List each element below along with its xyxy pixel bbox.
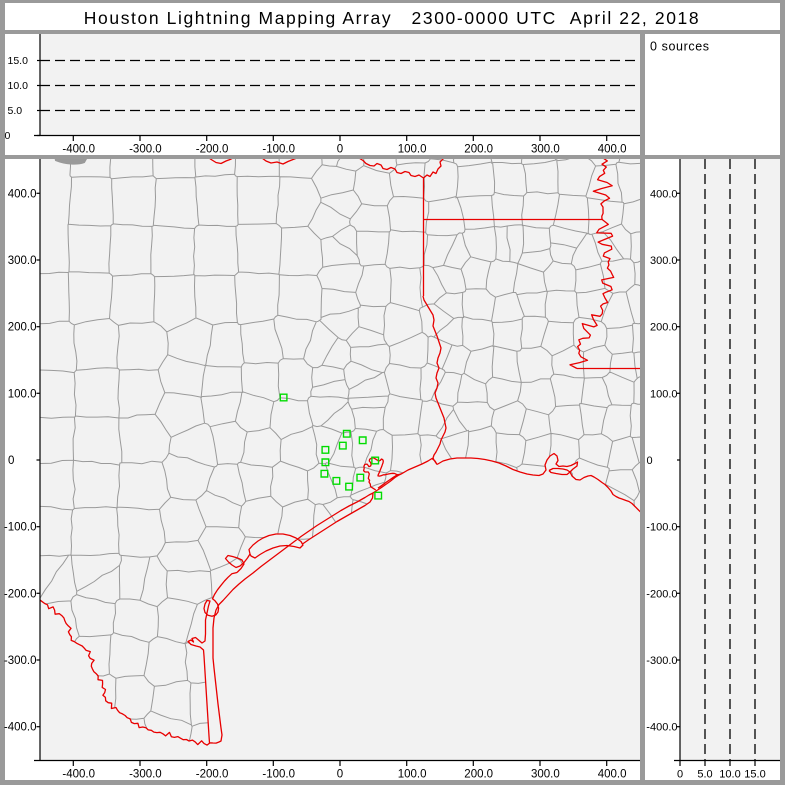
svg-text:-100.0: -100.0 [4,522,37,534]
svg-text:0: 0 [647,455,653,467]
svg-text:300.0: 300.0 [650,255,678,267]
svg-text:200.0: 200.0 [464,144,493,156]
svg-text:100.0: 100.0 [398,769,427,781]
svg-text:400.0: 400.0 [598,769,627,781]
svg-text:300.0: 300.0 [531,769,560,781]
svg-text:Houston Lightning Mapping Arra: Houston Lightning Mapping Array 2300-000… [84,8,700,28]
svg-text:300.0: 300.0 [8,255,37,267]
svg-text:10.0: 10.0 [719,769,740,781]
svg-text:-200.0: -200.0 [4,588,37,600]
svg-text:-400.0: -400.0 [4,722,37,734]
svg-text:400.0: 400.0 [650,188,678,200]
svg-text:-400.0: -400.0 [62,769,95,781]
svg-text:-100.0: -100.0 [262,144,295,156]
svg-text:0: 0 [677,769,683,781]
svg-text:400.0: 400.0 [598,144,627,156]
svg-text:400.0: 400.0 [8,188,37,200]
svg-text:300.0: 300.0 [531,144,560,156]
svg-text:-100.0: -100.0 [262,769,295,781]
svg-text:0: 0 [337,144,343,156]
svg-text:100.0: 100.0 [8,388,37,400]
svg-text:0: 0 [5,130,11,142]
svg-text:0: 0 [337,769,343,781]
svg-text:-400.0: -400.0 [62,144,95,156]
svg-text:200.0: 200.0 [650,322,678,334]
svg-text:15.0: 15.0 [744,769,765,781]
svg-text:200.0: 200.0 [464,769,493,781]
svg-text:5.0: 5.0 [697,769,712,781]
svg-text:-100.0: -100.0 [646,522,677,534]
svg-text:100.0: 100.0 [398,144,427,156]
svg-text:-300.0: -300.0 [646,655,677,667]
svg-text:200.0: 200.0 [8,322,37,334]
svg-text:-300.0: -300.0 [129,144,162,156]
svg-text:-300.0: -300.0 [4,655,37,667]
svg-text:0 sources: 0 sources [650,40,710,54]
svg-text:-300.0: -300.0 [129,769,162,781]
svg-text:-400.0: -400.0 [646,722,677,734]
svg-text:-200.0: -200.0 [646,588,677,600]
svg-text:15.0: 15.0 [8,55,29,67]
svg-text:10.0: 10.0 [8,80,29,92]
svg-text:100.0: 100.0 [650,388,678,400]
svg-text:5.0: 5.0 [8,105,23,117]
svg-text:-200.0: -200.0 [196,144,229,156]
svg-text:-200.0: -200.0 [196,769,229,781]
svg-text:0: 0 [8,455,14,467]
